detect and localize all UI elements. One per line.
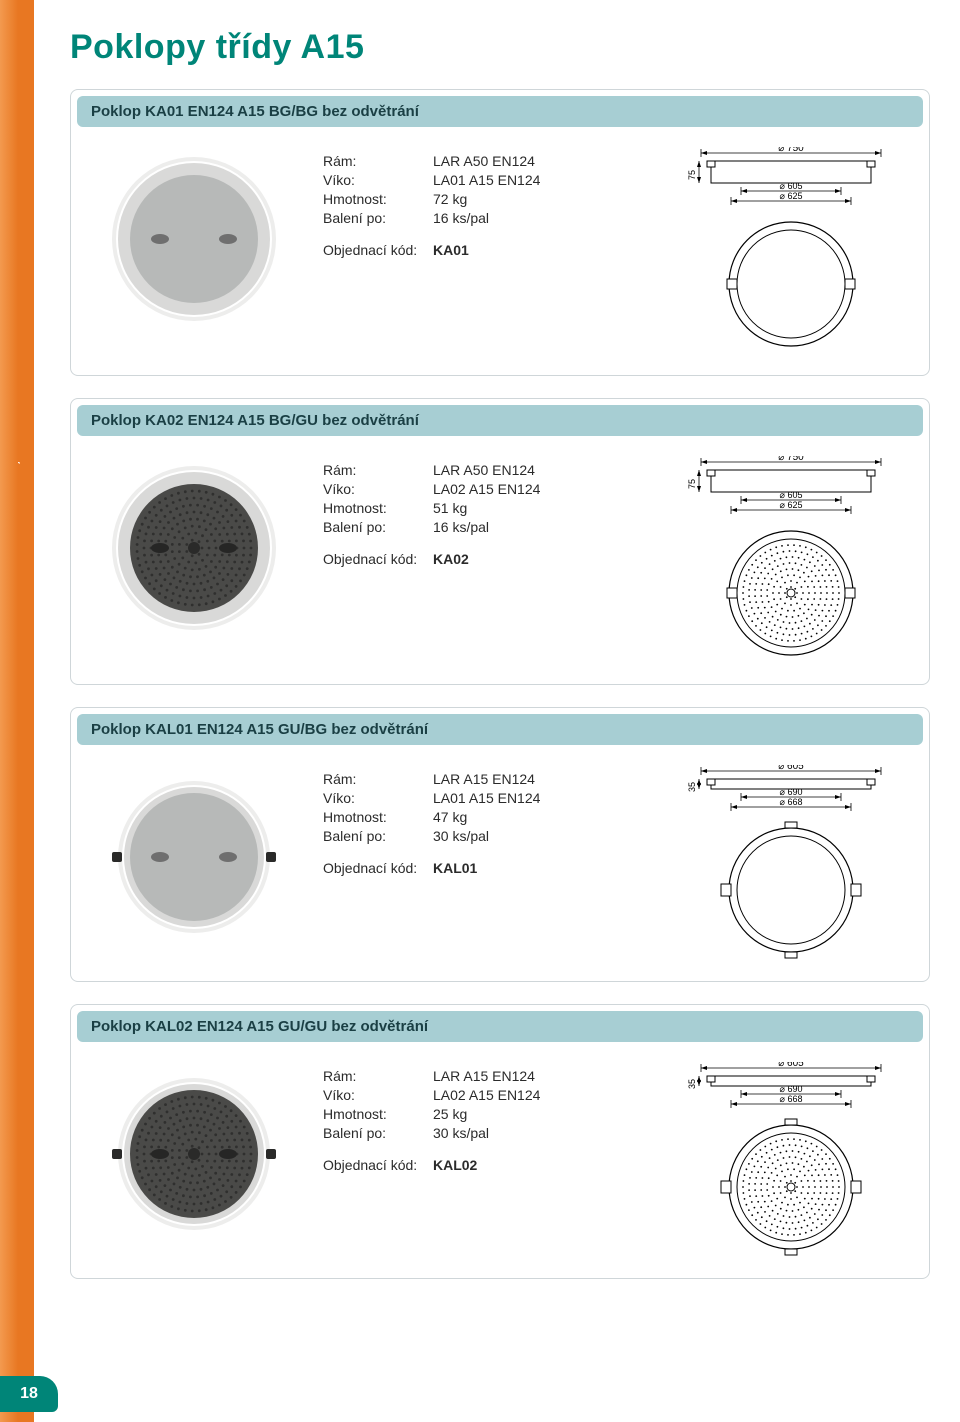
svg-text:35: 35 (687, 782, 697, 792)
spec-value-kod: KAL02 (433, 1157, 477, 1173)
product-photo (89, 1058, 299, 1244)
spec-label-baleni: Balení po: (323, 828, 433, 844)
product-card: Poklop KAL01 EN124 A15 GU/BG bez odvětrá… (70, 707, 930, 982)
product-card: Poklop KA02 EN124 A15 BG/GU bez odvětrán… (70, 398, 930, 685)
spec-value-viko: LA02 A15 EN124 (433, 1087, 540, 1103)
spec-value-ram: LAR A50 EN124 (433, 153, 535, 169)
spec-label-ram: Rám: (323, 1068, 433, 1084)
svg-text:⌀ 625: ⌀ 625 (780, 500, 803, 510)
spec-value-hmotnost: 72 kg (433, 191, 467, 207)
spec-value-baleni: 30 ks/pal (433, 828, 489, 844)
spec-label-hmotnost: Hmotnost: (323, 809, 433, 825)
svg-text:⌀ 625: ⌀ 625 (780, 191, 803, 201)
spec-value-hmotnost: 47 kg (433, 809, 467, 825)
svg-text:⌀ 750: ⌀ 750 (778, 456, 804, 463)
technical-diagram: ⌀ 605 35 ⌀ 690 ⌀ 668 (681, 761, 911, 967)
svg-text:⌀ 690: ⌀ 690 (780, 787, 803, 797)
svg-text:⌀ 605: ⌀ 605 (778, 1062, 804, 1069)
card-header: Poklop KA01 EN124 A15 BG/BG bez odvětrán… (77, 96, 923, 127)
svg-text:⌀ 668: ⌀ 668 (780, 797, 803, 807)
spec-label-viko: Víko: (323, 172, 433, 188)
spec-label-ram: Rám: (323, 462, 433, 478)
product-photo (89, 143, 299, 329)
spec-value-viko: LA01 A15 EN124 (433, 790, 540, 806)
card-header: Poklop KAL02 EN124 A15 GU/GU bez odvětrá… (77, 1011, 923, 1042)
spec-value-viko: LA02 A15 EN124 (433, 481, 540, 497)
spec-value-hmotnost: 51 kg (433, 500, 467, 516)
svg-text:75: 75 (687, 479, 697, 489)
spec-value-ram: LAR A15 EN124 (433, 1068, 535, 1084)
product-card: Poklop KAL02 EN124 A15 GU/GU bez odvětrá… (70, 1004, 930, 1279)
product-photo (89, 452, 299, 638)
card-header: Poklop KAL01 EN124 A15 GU/BG bez odvětrá… (77, 714, 923, 745)
spec-value-baleni: 16 ks/pal (433, 519, 489, 535)
spec-value-kod: KA02 (433, 551, 469, 567)
svg-text:⌀ 605: ⌀ 605 (778, 765, 804, 772)
spec-label-kod: Objednací kód: (323, 860, 433, 876)
spec-value-baleni: 16 ks/pal (433, 210, 489, 226)
card-header: Poklop KA02 EN124 A15 BG/GU bez odvětrán… (77, 405, 923, 436)
technical-diagram: ⌀ 750 75 ⌀ 605 ⌀ 625 (681, 143, 911, 361)
page-number: 18 (0, 1376, 58, 1412)
spec-value-ram: LAR A15 EN124 (433, 771, 535, 787)
spec-value-ram: LAR A50 EN124 (433, 462, 535, 478)
spec-label-kod: Objednací kód: (323, 242, 433, 258)
spec-value-hmotnost: 25 kg (433, 1106, 467, 1122)
technical-diagram: ⌀ 605 35 ⌀ 690 ⌀ 668 (681, 1058, 911, 1264)
spec-value-baleni: 30 ks/pal (433, 1125, 489, 1141)
svg-text:⌀ 750: ⌀ 750 (778, 147, 804, 154)
spec-label-kod: Objednací kód: (323, 551, 433, 567)
spec-value-kod: KAL01 (433, 860, 477, 876)
spec-label-baleni: Balení po: (323, 210, 433, 226)
spec-block: Rám:LAR A50 EN124 Víko:LA02 A15 EN124 Hm… (299, 452, 681, 570)
svg-text:⌀ 605: ⌀ 605 (780, 181, 803, 191)
spec-label-viko: Víko: (323, 1087, 433, 1103)
spec-value-kod: KA01 (433, 242, 469, 258)
content-area: Poklopy třídy A15 Poklop KA01 EN124 A15 … (60, 0, 960, 1321)
spec-label-hmotnost: Hmotnost: (323, 500, 433, 516)
spec-label-viko: Víko: (323, 481, 433, 497)
sidebar-label: TŘÍDA A15, A50 (6, 429, 21, 540)
spec-label-ram: Rám: (323, 771, 433, 787)
spec-block: Rám:LAR A15 EN124 Víko:LA02 A15 EN124 Hm… (299, 1058, 681, 1176)
spec-label-baleni: Balení po: (323, 1125, 433, 1141)
svg-text:75: 75 (687, 170, 697, 180)
svg-text:⌀ 668: ⌀ 668 (780, 1094, 803, 1104)
product-photo (89, 761, 299, 947)
product-card: Poklop KA01 EN124 A15 BG/BG bez odvětrán… (70, 89, 930, 376)
spec-value-viko: LA01 A15 EN124 (433, 172, 540, 188)
spec-block: Rám:LAR A50 EN124 Víko:LA01 A15 EN124 Hm… (299, 143, 681, 261)
spec-label-hmotnost: Hmotnost: (323, 1106, 433, 1122)
svg-text:35: 35 (687, 1079, 697, 1089)
spec-label-viko: Víko: (323, 790, 433, 806)
spec-block: Rám:LAR A15 EN124 Víko:LA01 A15 EN124 Hm… (299, 761, 681, 879)
svg-text:⌀ 605: ⌀ 605 (780, 490, 803, 500)
side-stripe: TŘÍDA A15, A50 (0, 0, 34, 1422)
svg-text:⌀ 690: ⌀ 690 (780, 1084, 803, 1094)
spec-label-ram: Rám: (323, 153, 433, 169)
page-title: Poklopy třídy A15 (70, 28, 930, 67)
spec-label-baleni: Balení po: (323, 519, 433, 535)
technical-diagram: ⌀ 750 75 ⌀ 605 ⌀ 625 (681, 452, 911, 670)
spec-label-kod: Objednací kód: (323, 1157, 433, 1173)
spec-label-hmotnost: Hmotnost: (323, 191, 433, 207)
